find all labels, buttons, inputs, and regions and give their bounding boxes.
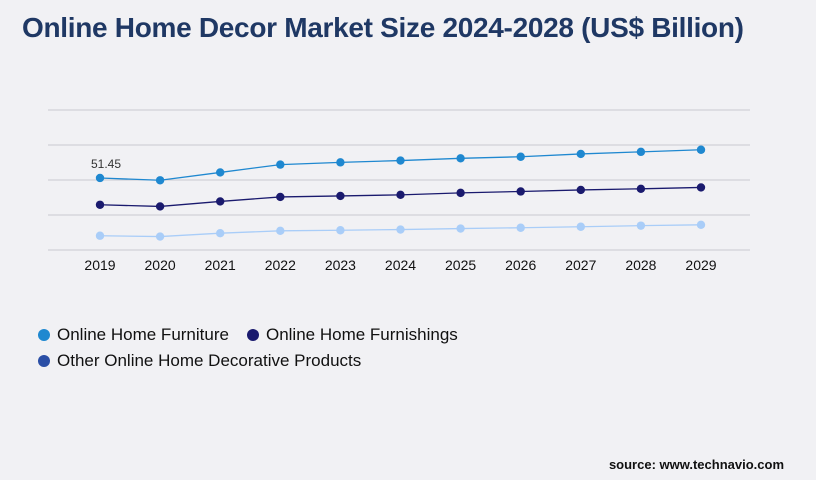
data-point	[516, 223, 525, 232]
data-point	[396, 156, 405, 165]
data-point	[456, 154, 465, 163]
source-note: source: www.technavio.com	[608, 457, 784, 472]
x-tick-label: 2022	[265, 257, 296, 273]
data-point	[216, 229, 225, 238]
legend-item: Online Home Furnishings	[246, 325, 458, 345]
legend-row: Online Home Furniture Online Home Furnish…	[38, 322, 476, 348]
data-point	[636, 221, 646, 230]
legend-marker-icon	[246, 329, 259, 341]
data-point	[456, 224, 465, 233]
legend-marker-icon	[38, 355, 50, 367]
legend-item: Other Online Home Decorative Products	[38, 351, 361, 371]
line-chart: 2019 2020 2021 2022 2023 2024 2025 2026 2027 2028…	[48, 109, 750, 273]
legend-label: Online Home Furnishings	[265, 325, 458, 344]
x-tick-label: 2029	[685, 257, 716, 273]
legend-label: Other Online Home Decorative Products	[57, 351, 362, 370]
data-point	[576, 222, 585, 231]
x-tick-label: 2021	[205, 257, 236, 273]
legend-item: Online Home Furniture	[38, 325, 229, 345]
data-point	[216, 197, 225, 206]
x-tick-label: 2023	[325, 257, 356, 273]
data-point	[336, 191, 345, 201]
data-point	[636, 147, 646, 157]
x-tick-label: 2028	[625, 257, 656, 273]
chart-area: 2019 2020 2021 2022 2023 2024 2025 2026 2027 2028…	[48, 109, 750, 273]
data-point	[276, 226, 285, 236]
legend-marker-icon	[38, 329, 50, 341]
x-tick-label: 2024	[385, 257, 416, 273]
legend-row: Other Online Home Decorative Products	[38, 348, 476, 374]
data-point	[276, 192, 285, 202]
data-point	[336, 226, 345, 235]
x-tick-label: 2020	[145, 257, 176, 273]
data-point	[456, 188, 465, 198]
chart-title: Online Home Decor Market Size 2024-2028 …	[22, 12, 744, 43]
data-point	[95, 200, 105, 209]
data-point	[396, 190, 405, 200]
data-point	[95, 231, 105, 240]
data-point	[576, 185, 585, 195]
data-point	[155, 176, 165, 185]
data-point	[95, 173, 105, 183]
data-point	[696, 220, 706, 229]
x-tick-label: 2027	[565, 257, 596, 273]
data-point	[696, 145, 706, 154]
data-point	[396, 225, 405, 234]
data-point	[155, 232, 165, 241]
data-label: 51.45	[91, 157, 121, 171]
x-tick-label: 2019	[84, 257, 115, 273]
data-point	[576, 149, 585, 159]
data-point	[516, 187, 525, 196]
data-point	[276, 160, 285, 169]
data-point	[636, 184, 646, 194]
legend-label: Online Home Furniture	[57, 325, 229, 344]
data-point	[516, 152, 525, 161]
series-line	[99, 149, 702, 181]
chart-legend: Online Home Furniture Online Home Furnish…	[38, 322, 476, 374]
data-point	[336, 158, 345, 167]
x-tick-label: 2026	[505, 257, 536, 273]
data-point	[696, 183, 706, 192]
data-point	[216, 168, 225, 177]
data-point	[155, 202, 165, 211]
x-tick-label: 2025	[445, 257, 476, 273]
